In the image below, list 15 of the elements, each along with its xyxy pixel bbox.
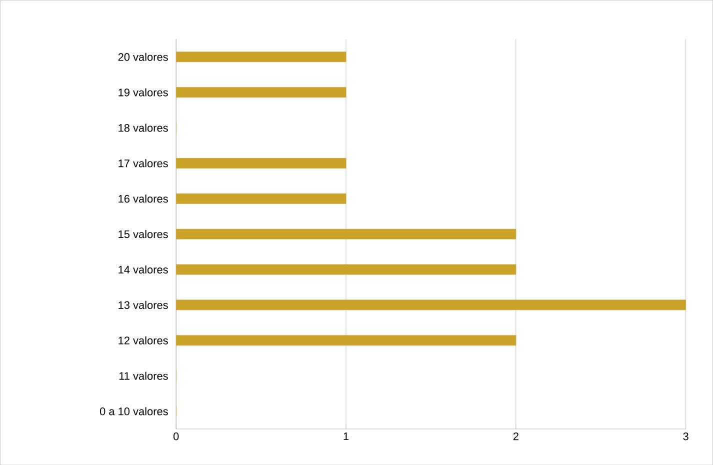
x-tick-label: 0 bbox=[173, 432, 179, 440]
y-tick-label: 18 valores bbox=[118, 124, 168, 132]
y-tick-label: 14 valores bbox=[118, 265, 168, 274]
y-tick-label: 20 valores bbox=[118, 52, 168, 61]
y-tick-label: 11 valores bbox=[119, 372, 168, 380]
y-tick-label: 16 valores bbox=[118, 194, 168, 203]
y-tick-label: 0 a 10 valores bbox=[100, 407, 168, 416]
y-tick-label: 17 valores bbox=[118, 159, 168, 168]
x-tick-label: 3 bbox=[683, 432, 688, 440]
y-tick-label: 15 valores bbox=[118, 230, 168, 238]
y-tick-label: 12 valores bbox=[118, 336, 168, 344]
x-tick-label: 1 bbox=[344, 432, 349, 440]
x-tick-label: 2 bbox=[513, 432, 518, 440]
y-tick-label: 19 valores bbox=[118, 88, 168, 96]
y-tick-label: 13 valores bbox=[118, 300, 168, 309]
